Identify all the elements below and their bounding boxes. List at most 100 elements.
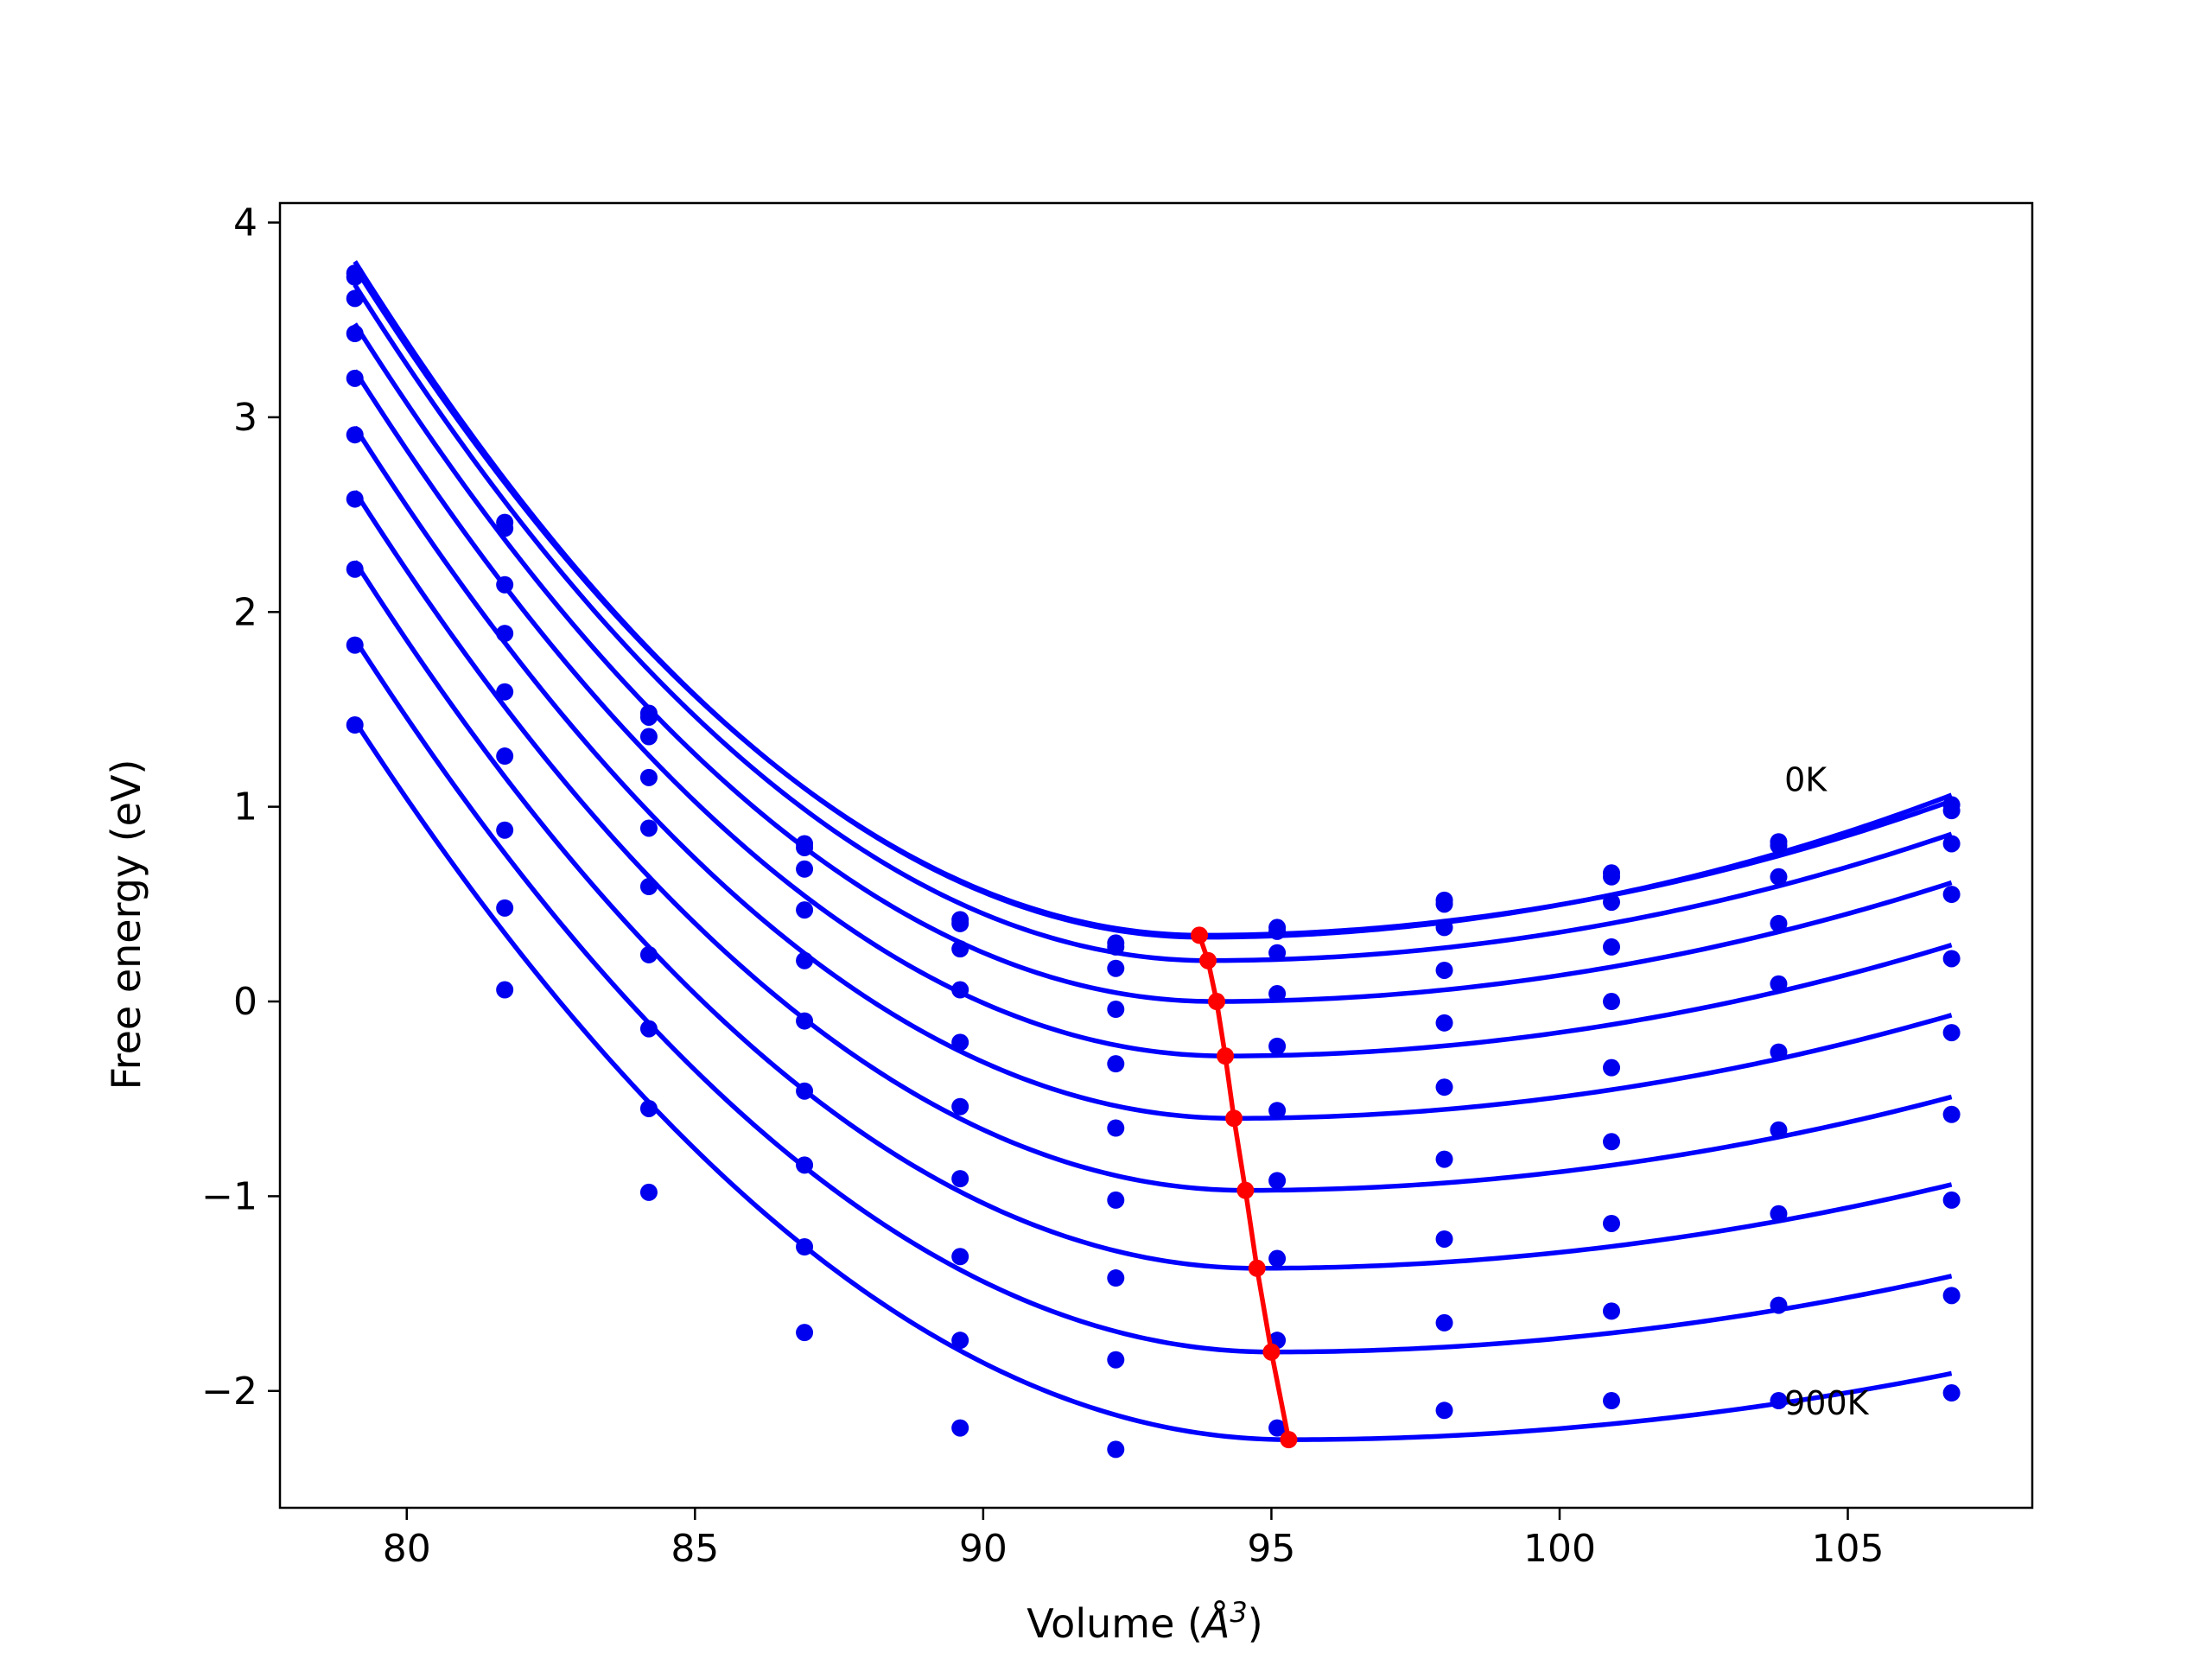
fit-curve-2 — [353, 265, 1953, 938]
data-point — [1603, 993, 1621, 1011]
data-point — [1268, 985, 1287, 1003]
axes: 80 85 90 95 100 105 4 3 2 1 0 −1 −2 — [201, 201, 2034, 1571]
data-point — [796, 901, 814, 919]
data-point — [1107, 1440, 1125, 1459]
x-tick-label: 100 — [1523, 1527, 1596, 1571]
data-point — [1942, 1024, 1961, 1042]
data-point — [496, 625, 514, 643]
data-point — [1268, 922, 1287, 940]
data-point — [1107, 1351, 1125, 1369]
data-point — [1942, 950, 1961, 968]
data-point — [1435, 1150, 1453, 1168]
data-point — [496, 575, 514, 594]
data-point — [1942, 802, 1961, 820]
plot-area: 0K 900K — [346, 260, 1961, 1459]
data-point — [796, 860, 814, 878]
y-tick-label: −2 — [201, 1370, 257, 1414]
data-point — [1107, 1119, 1125, 1137]
data-point — [1770, 836, 1788, 855]
y-tick-label: 2 — [233, 590, 257, 634]
data-point — [796, 1238, 814, 1255]
data-point — [1107, 1269, 1125, 1287]
data-point — [346, 325, 364, 342]
data-point — [1603, 1392, 1621, 1410]
x-tick-label: 80 — [383, 1527, 431, 1571]
data-point — [1942, 1287, 1961, 1305]
data-point — [1107, 959, 1125, 977]
data-point — [1603, 1214, 1621, 1232]
data-point — [1770, 1205, 1788, 1223]
data-point — [1770, 975, 1788, 993]
data-point — [346, 289, 364, 308]
data-point — [1268, 1419, 1287, 1437]
data-point — [639, 945, 658, 963]
x-tick-label: 105 — [1812, 1527, 1885, 1571]
fit-curve-8 — [353, 560, 1953, 1271]
y-tick-label: 4 — [233, 201, 257, 245]
data-point — [1107, 1055, 1125, 1073]
data-point — [1603, 1058, 1621, 1077]
minimum-point — [1217, 1047, 1235, 1065]
x-tick-label: 85 — [671, 1527, 719, 1571]
data-point — [951, 1332, 969, 1350]
data-point — [951, 1419, 969, 1437]
data-point — [1107, 938, 1125, 956]
fit-curve-7 — [353, 490, 1953, 1193]
data-point — [1435, 1313, 1453, 1332]
data-point — [639, 819, 658, 837]
axes-frame — [278, 201, 2034, 1510]
data-point — [951, 1033, 969, 1052]
plot-content — [346, 260, 1961, 1459]
data-point — [639, 878, 658, 896]
data-point — [796, 838, 814, 856]
data-point — [1435, 918, 1453, 937]
data-point — [496, 519, 514, 537]
data-point — [639, 1183, 658, 1201]
data-point — [639, 768, 658, 786]
annotation-label: 0K — [1784, 761, 1827, 799]
data-point — [1942, 886, 1961, 904]
data-point — [1435, 1014, 1453, 1032]
fit-curve-9 — [353, 638, 1953, 1355]
data-point — [951, 914, 969, 932]
data-point — [496, 821, 514, 839]
data-point — [951, 1248, 969, 1266]
data-point — [639, 708, 658, 726]
x-label-close: ) — [1248, 1600, 1263, 1647]
data-point — [496, 747, 514, 766]
x-tick-label: 90 — [959, 1527, 1007, 1571]
data-point — [951, 940, 969, 958]
data-point — [796, 951, 814, 969]
fit-curve-6 — [353, 425, 1953, 1121]
data-point — [1770, 1296, 1788, 1314]
data-point — [1603, 893, 1621, 912]
y-tick-label: 3 — [233, 396, 257, 440]
y-axis-label: Free energy (eV) — [103, 760, 149, 1090]
fit-curve-4 — [353, 322, 1953, 1004]
data-point — [496, 981, 514, 999]
data-point — [951, 1097, 969, 1116]
data-point — [1770, 1392, 1788, 1410]
data-point — [496, 899, 514, 917]
y-tick-label: 1 — [233, 785, 257, 830]
data-point — [1268, 1037, 1287, 1055]
data-point — [1603, 938, 1621, 956]
data-point — [346, 268, 364, 286]
data-point — [796, 1324, 814, 1342]
data-point — [1435, 895, 1453, 913]
y-tick-label: 0 — [233, 980, 257, 1024]
data-point — [496, 683, 514, 701]
data-point — [1942, 1191, 1961, 1209]
data-point — [346, 490, 364, 508]
data-point — [951, 981, 969, 999]
data-point — [1942, 835, 1961, 853]
data-point — [346, 716, 364, 734]
minimum-point — [1236, 1181, 1255, 1199]
data-point — [1770, 868, 1788, 886]
annotation-label: 900K — [1784, 1384, 1870, 1422]
data-point — [1107, 1001, 1125, 1019]
data-point — [1603, 1133, 1621, 1151]
data-point — [796, 1082, 814, 1100]
data-point — [1603, 1302, 1621, 1320]
minimum-point — [1280, 1431, 1298, 1449]
